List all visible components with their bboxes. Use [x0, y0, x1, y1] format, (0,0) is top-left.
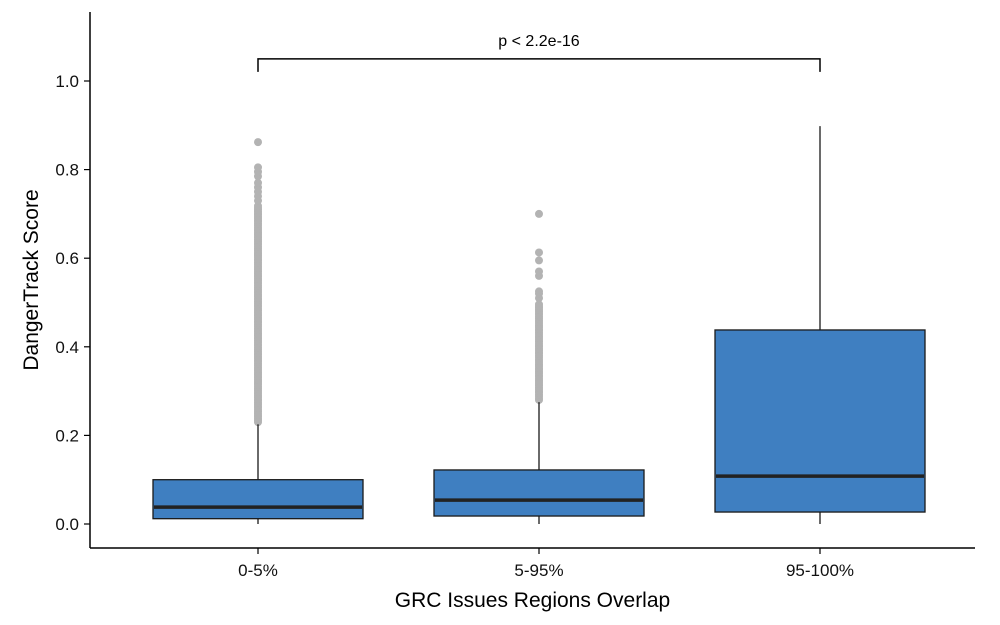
box-5-95%: [433, 209, 645, 524]
y-tick-label: 0.6: [55, 249, 79, 268]
iqr-box: [714, 329, 926, 513]
outlier-point: [254, 178, 262, 187]
outlier-point: [535, 300, 543, 309]
outlier-point: [254, 138, 262, 147]
iqr-box: [433, 469, 645, 517]
box-95-100%: [714, 126, 926, 524]
outlier-point: [254, 163, 262, 172]
significance-bracket: [257, 58, 821, 72]
x-tick-label: 5-95%: [514, 561, 563, 580]
y-tick-label: 0.2: [55, 426, 79, 445]
y-tick-label: 0.4: [55, 338, 79, 357]
box-0-5%: [152, 138, 364, 524]
y-axis-title: DangerTrack Score: [20, 189, 43, 370]
x-tick-label: 0-5%: [238, 561, 278, 580]
x-tick-label: 95-100%: [786, 561, 854, 580]
outliers: [254, 138, 262, 427]
outlier-point: [535, 256, 543, 265]
outlier-point: [535, 267, 543, 276]
boxes-layer: [152, 126, 926, 524]
iqr-box: [152, 479, 364, 520]
outlier-point: [535, 209, 543, 218]
outlier-point: [535, 248, 543, 257]
p-value-label: p < 2.2e-16: [498, 33, 580, 50]
y-tick-label: 0.0: [55, 515, 79, 534]
y-tick-label: 1.0: [55, 72, 79, 91]
x-axis: 0-5% 5-95% 95-100%: [90, 547, 975, 580]
significance-annotation: p < 2.2e-16: [257, 33, 821, 72]
x-axis-title: GRC Issues Regions Overlap: [395, 589, 670, 612]
y-axis: 0.0 0.2 0.4 0.6 0.8 1.0: [55, 12, 91, 548]
outliers: [535, 209, 543, 404]
outlier-point: [535, 287, 543, 296]
y-tick-label: 0.8: [55, 161, 79, 180]
